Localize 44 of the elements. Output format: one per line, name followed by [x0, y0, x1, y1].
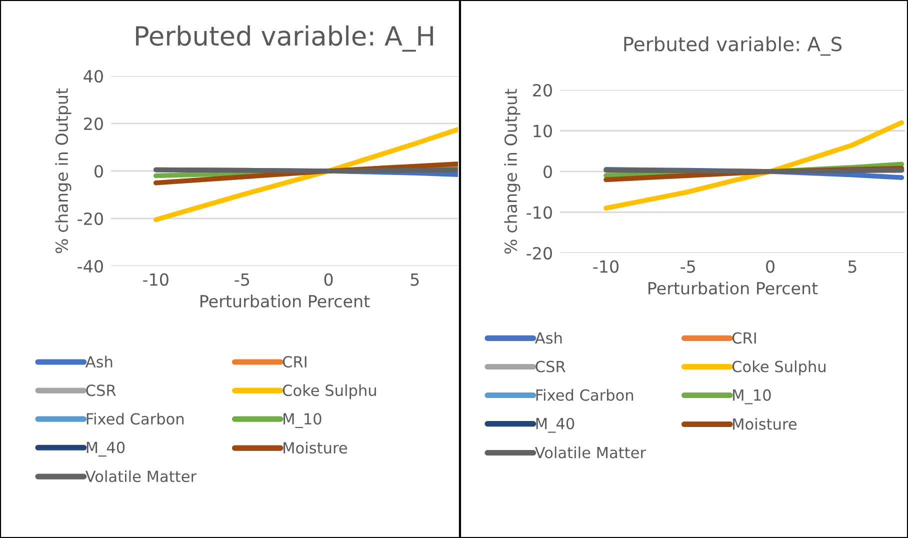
y-tick-label: -20: [78, 212, 103, 226]
x-tick-label: 0: [766, 260, 774, 273]
y-tick-label: -10: [526, 206, 552, 219]
chart-title: Perbuted variable: A_S: [624, 36, 842, 56]
x-tick-label: -5: [234, 273, 250, 286]
x-tick-label: -5: [680, 260, 695, 273]
legend-label: Fixed Carbon: [536, 389, 634, 401]
legend-label: CRI: [282, 356, 306, 368]
line-series: [153, 127, 458, 222]
chart-title: Perbuted variable: A_H: [136, 25, 433, 52]
legend-label: Fixed Carbon: [86, 412, 184, 425]
legend-label: Moisture: [284, 442, 348, 454]
y-tick-label: 0: [544, 165, 552, 178]
legend-label: CSR: [536, 360, 566, 372]
y-tick-label: -40: [78, 260, 103, 273]
legend-label: M_10: [284, 413, 322, 428]
legend-label: Ash: [534, 332, 562, 344]
legend-label: M_10: [733, 389, 771, 404]
legend-label: Volatile Matter: [85, 470, 197, 482]
legend-label: Volatile Matter: [534, 446, 646, 458]
y-tick-label: -20: [526, 246, 552, 260]
legend-label: Ash: [85, 356, 112, 368]
y-tick-label: 40: [84, 70, 103, 83]
y-tick-label: 20: [533, 84, 552, 97]
legend-label: CSR: [86, 384, 116, 396]
line-series: [604, 120, 904, 211]
y-tick-label: 20: [84, 117, 103, 130]
y-tick-label: 10: [534, 124, 552, 138]
legend-label: CRI: [732, 332, 756, 344]
y-axis-title: % change in Output: [55, 88, 72, 254]
x-tick-label: 0: [324, 273, 333, 286]
legend-label: M_40: [86, 442, 125, 457]
legend-label: Coke Sulphu: [732, 360, 826, 376]
x-axis-title: Perturbation Percent: [200, 294, 370, 308]
y-axis-title: % change in Output: [504, 88, 520, 254]
x-tick-label: -10: [143, 273, 168, 286]
y-tick-label: 0: [94, 164, 103, 178]
x-tick-label: 5: [410, 273, 419, 286]
legend-label: Coke Sulphu: [282, 384, 376, 400]
x-axis-title: Perturbation Percent: [648, 282, 818, 295]
legend-label: M_40: [536, 418, 574, 433]
legend-label: Moisture: [733, 418, 797, 430]
x-tick-label: 5: [848, 260, 856, 273]
x-tick-label: -10: [593, 260, 619, 273]
